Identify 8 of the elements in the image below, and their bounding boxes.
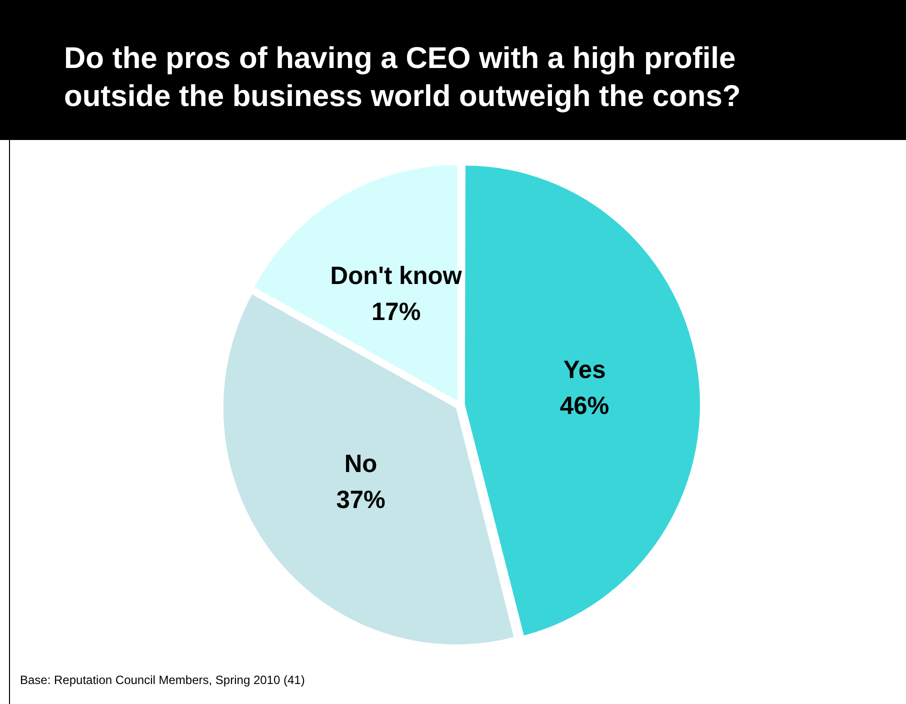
data-label: 46% — [560, 392, 610, 420]
slice-label: Don't know — [330, 262, 463, 290]
chart-title: Do the pros of having a CEO with a high profile outside the business world outweigh the cons? — [0, 0, 906, 140]
slice-label: Yes — [563, 356, 606, 384]
data-label: 37% — [336, 486, 386, 514]
slice-label: No — [344, 450, 378, 478]
data-label: 17% — [371, 298, 421, 326]
text: Base: Reputation Council Members, Spring 2010 (41) — [20, 673, 305, 687]
